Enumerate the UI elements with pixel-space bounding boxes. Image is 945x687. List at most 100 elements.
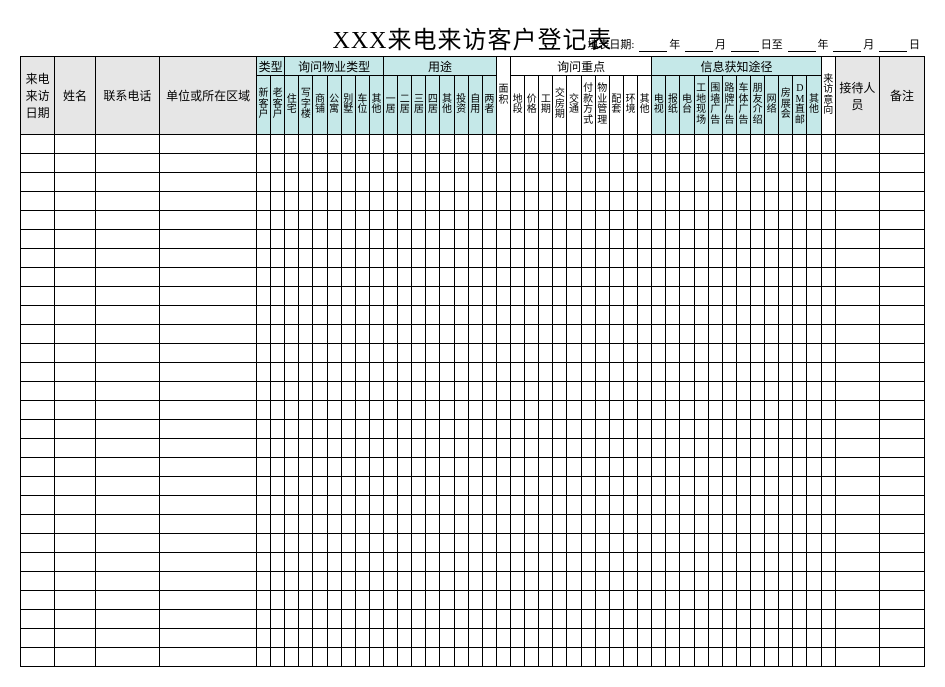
cell[interactable]: [539, 458, 553, 477]
cell[interactable]: [384, 173, 398, 192]
cell[interactable]: [807, 287, 821, 306]
cell[interactable]: [765, 477, 779, 496]
cell[interactable]: [880, 230, 925, 249]
cell[interactable]: [751, 382, 765, 401]
cell[interactable]: [313, 382, 327, 401]
cell[interactable]: [793, 439, 807, 458]
cell[interactable]: [398, 306, 412, 325]
cell[interactable]: [285, 401, 299, 420]
cell[interactable]: [880, 496, 925, 515]
cell[interactable]: [553, 325, 567, 344]
cell[interactable]: [666, 344, 680, 363]
cell[interactable]: [384, 420, 398, 439]
cell[interactable]: [341, 629, 355, 648]
cell[interactable]: [454, 154, 468, 173]
cell[interactable]: [21, 211, 55, 230]
cell[interactable]: [496, 192, 510, 211]
cell[interactable]: [369, 572, 383, 591]
cell[interactable]: [765, 572, 779, 591]
cell[interactable]: [821, 382, 835, 401]
cell[interactable]: [160, 249, 257, 268]
cell[interactable]: [440, 401, 454, 420]
cell[interactable]: [426, 534, 440, 553]
cell[interactable]: [412, 534, 426, 553]
cell[interactable]: [299, 325, 313, 344]
cell[interactable]: [511, 287, 525, 306]
cell[interactable]: [694, 306, 708, 325]
cell[interactable]: [21, 135, 55, 154]
cell[interactable]: [496, 648, 510, 667]
cell[interactable]: [271, 572, 285, 591]
cell[interactable]: [722, 477, 736, 496]
cell[interactable]: [355, 515, 369, 534]
cell[interactable]: [511, 553, 525, 572]
cell[interactable]: [341, 591, 355, 610]
cell[interactable]: [736, 648, 750, 667]
cell[interactable]: [680, 249, 694, 268]
cell[interactable]: [525, 401, 539, 420]
cell[interactable]: [256, 287, 270, 306]
cell[interactable]: [482, 572, 496, 591]
cell[interactable]: [327, 420, 341, 439]
cell[interactable]: [468, 135, 482, 154]
cell[interactable]: [384, 458, 398, 477]
cell[interactable]: [567, 610, 581, 629]
cell[interactable]: [426, 344, 440, 363]
cell[interactable]: [779, 553, 793, 572]
cell[interactable]: [271, 458, 285, 477]
cell[interactable]: [751, 306, 765, 325]
cell[interactable]: [468, 458, 482, 477]
cell[interactable]: [609, 382, 623, 401]
cell[interactable]: [666, 192, 680, 211]
cell[interactable]: [793, 534, 807, 553]
cell[interactable]: [426, 287, 440, 306]
cell[interactable]: [160, 363, 257, 382]
cell[interactable]: [95, 382, 160, 401]
cell[interactable]: [694, 344, 708, 363]
blank-year2[interactable]: [788, 39, 816, 52]
cell[interactable]: [638, 192, 652, 211]
cell[interactable]: [708, 610, 722, 629]
cell[interactable]: [384, 325, 398, 344]
cell[interactable]: [793, 211, 807, 230]
cell[interactable]: [55, 553, 95, 572]
cell[interactable]: [553, 287, 567, 306]
cell[interactable]: [722, 173, 736, 192]
cell[interactable]: [21, 439, 55, 458]
cell[interactable]: [680, 477, 694, 496]
cell[interactable]: [355, 230, 369, 249]
cell[interactable]: [595, 401, 609, 420]
cell[interactable]: [95, 648, 160, 667]
cell[interactable]: [271, 192, 285, 211]
cell[interactable]: [553, 154, 567, 173]
cell[interactable]: [595, 572, 609, 591]
cell[interactable]: [482, 553, 496, 572]
cell[interactable]: [327, 553, 341, 572]
cell[interactable]: [271, 629, 285, 648]
cell[interactable]: [482, 382, 496, 401]
cell[interactable]: [567, 192, 581, 211]
cell[interactable]: [299, 496, 313, 515]
cell[interactable]: [708, 553, 722, 572]
cell[interactable]: [95, 629, 160, 648]
cell[interactable]: [160, 477, 257, 496]
cell[interactable]: [285, 344, 299, 363]
cell[interactable]: [299, 192, 313, 211]
cell[interactable]: [765, 135, 779, 154]
cell[interactable]: [160, 496, 257, 515]
cell[interactable]: [313, 534, 327, 553]
cell[interactable]: [355, 553, 369, 572]
cell[interactable]: [567, 363, 581, 382]
cell[interactable]: [160, 458, 257, 477]
cell[interactable]: [482, 610, 496, 629]
cell[interactable]: [736, 268, 750, 287]
cell[interactable]: [468, 363, 482, 382]
cell[interactable]: [694, 363, 708, 382]
cell[interactable]: [369, 477, 383, 496]
cell[interactable]: [285, 534, 299, 553]
cell[interactable]: [160, 135, 257, 154]
cell[interactable]: [398, 553, 412, 572]
cell[interactable]: [680, 534, 694, 553]
cell[interactable]: [751, 420, 765, 439]
cell[interactable]: [581, 211, 595, 230]
